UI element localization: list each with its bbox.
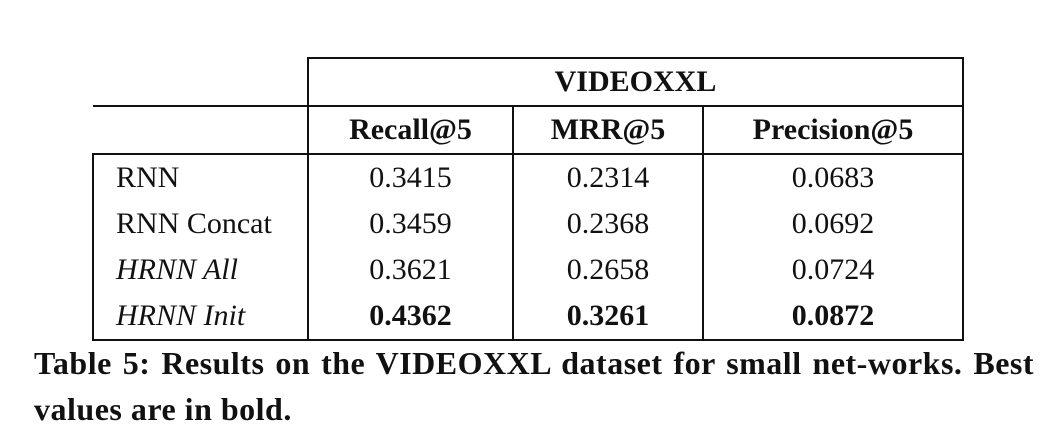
group-header: VIDEOXXL [307, 57, 964, 107]
blank-cell [93, 58, 308, 107]
row-label: HRNN All [92, 247, 309, 293]
header-row: Recall@5 MRR@5 Precision@5 [93, 105, 964, 155]
cell: 0.3261 [512, 293, 704, 341]
row: HRNN Init 0.4362 0.3261 0.0872 [92, 293, 964, 341]
cell: 0.2314 [512, 154, 704, 201]
cell: 0.2658 [512, 247, 704, 293]
row: HRNN All 0.3621 0.2658 0.0724 [92, 247, 964, 293]
cell: 0.4362 [307, 293, 514, 341]
row: RNN Concat 0.3459 0.2368 0.0692 [92, 201, 964, 247]
column-header: Recall@5 [307, 105, 514, 155]
cell: 0.0724 [702, 247, 964, 293]
cell: 0.3621 [307, 247, 514, 293]
cell: 0.2368 [512, 201, 704, 247]
cell: 0.0692 [702, 201, 964, 247]
cell: 0.3459 [307, 201, 514, 247]
blank-cell [93, 106, 308, 155]
cell: 0.0683 [702, 154, 964, 201]
results-table: VIDEOXXL Recall@5 MRR@5 Precision@5 RNN … [92, 57, 964, 341]
row-label: RNN Concat [92, 201, 309, 247]
row-label: HRNN Init [92, 293, 309, 341]
header-row: VIDEOXXL [93, 57, 964, 107]
cell: 0.3415 [307, 154, 514, 201]
column-header: Precision@5 [702, 105, 964, 155]
cell: 0.0872 [702, 293, 964, 341]
column-header: MRR@5 [512, 105, 704, 155]
row: RNN 0.3415 0.2314 0.0683 [92, 154, 964, 201]
caption: Table 5: Results on the VIDEOXXL dataset… [34, 345, 1034, 427]
row-label: RNN [92, 154, 309, 201]
